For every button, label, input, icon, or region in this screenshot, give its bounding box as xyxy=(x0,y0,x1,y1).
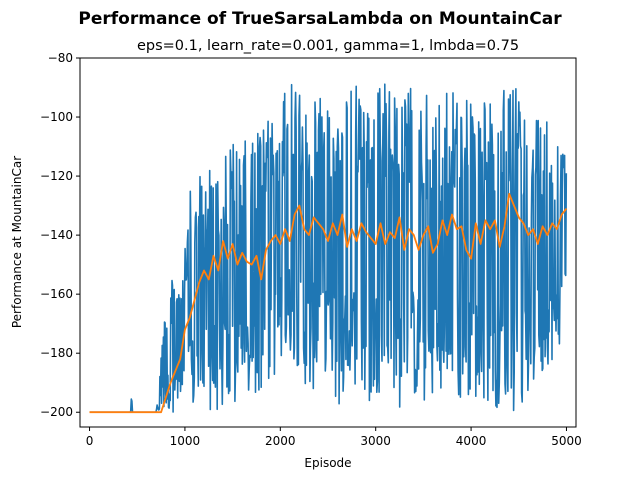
smoothed-series-line xyxy=(89,192,568,414)
chart-subtitle: eps=0.1, learn_rate=0.001, gamma=1, lmbd… xyxy=(137,38,519,54)
x-tick-label: 2000 xyxy=(265,434,296,448)
y-tick-label: −120 xyxy=(40,169,73,183)
y-tick-label: −100 xyxy=(40,110,73,124)
x-axis: 0 1000 2000 3000 4000 5000 xyxy=(86,427,582,448)
x-tick-label: 1000 xyxy=(170,434,201,448)
y-tick-label: −180 xyxy=(40,346,73,360)
y-tick-label: −200 xyxy=(40,405,73,419)
y-tick-label: −140 xyxy=(40,228,73,242)
x-tick-label: 0 xyxy=(86,434,94,448)
y-axis: −200 −180 −160 −140 −120 −100 −80 xyxy=(40,51,80,419)
y-tick-label: −160 xyxy=(40,287,73,301)
chart-title: Performance of TrueSarsaLambda on Mounta… xyxy=(78,9,562,29)
x-tick-label: 5000 xyxy=(551,434,582,448)
x-axis-label: Episode xyxy=(304,456,351,470)
x-tick-label: 4000 xyxy=(456,434,487,448)
y-tick-label: −80 xyxy=(48,51,73,65)
y-axis-label: Performance at MountainCar xyxy=(10,156,24,328)
raw-series-line xyxy=(89,83,568,413)
x-tick-label: 3000 xyxy=(360,434,391,448)
smoothed-series xyxy=(89,192,568,414)
plot-frame xyxy=(79,57,577,428)
raw-series xyxy=(89,83,568,413)
